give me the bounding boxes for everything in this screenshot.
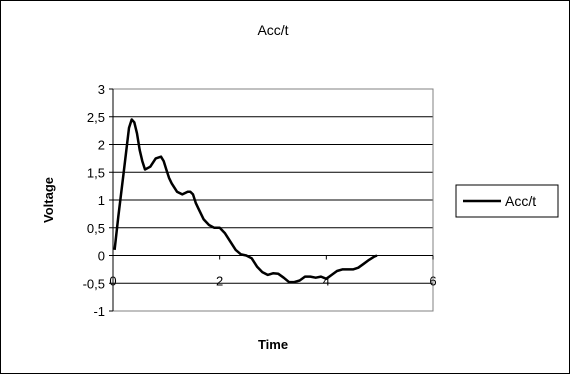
y-tick-label: 0,5 <box>87 221 105 236</box>
y-tick-label: -0,5 <box>83 276 105 291</box>
y-tick-label: 2 <box>98 138 105 153</box>
chart-title: Acc/t <box>257 22 288 38</box>
y-tick-label: 1,5 <box>87 165 105 180</box>
legend: Acc/t <box>455 184 559 218</box>
y-tick-label: 0 <box>98 249 105 264</box>
y-axis-title: Voltage <box>41 177 56 223</box>
x-tick-label: 4 <box>323 274 330 289</box>
y-tick-labels: 3 2,5 2 1,5 1 0,5 0 -0,5 -1 <box>83 82 113 319</box>
y-tick-label: 3 <box>98 82 105 97</box>
x-axis-title: Time <box>258 337 288 352</box>
y-tick-label: 1 <box>98 193 105 208</box>
x-tick-label: 0 <box>109 274 116 289</box>
y-tick-label: 2,5 <box>87 110 105 125</box>
x-tick-labels: 0 2 4 6 <box>109 255 437 289</box>
legend-label: Acc/t <box>505 193 536 209</box>
x-tick-label: 2 <box>216 274 223 289</box>
gridlines <box>113 88 433 312</box>
y-tick-label: -1 <box>93 304 105 319</box>
series-line-acc-t <box>113 118 378 284</box>
x-tick-label: 6 <box>429 274 436 289</box>
